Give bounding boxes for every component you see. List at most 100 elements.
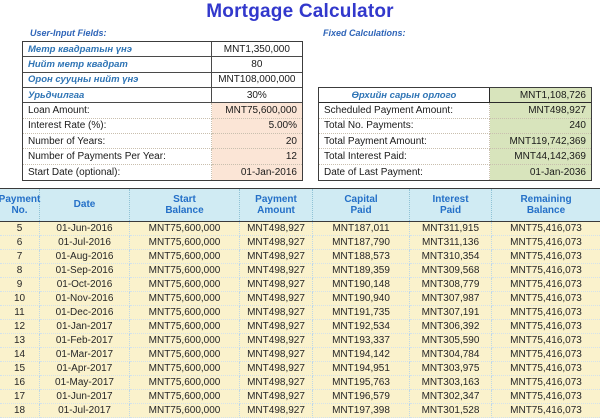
schedule-row: 17 01-Jun-2017 MNT75,600,000 MNT498,927 MNT1…	[0, 390, 600, 404]
input-value-cell[interactable]: 30%	[211, 88, 302, 104]
schedule-cell: MNT75,416,073	[492, 264, 600, 278]
schedule-row: 10 01-Nov-2016 MNT75,600,000 MNT498,927 MNT1…	[0, 292, 600, 306]
schedule-cell: MNT307,191	[410, 306, 492, 320]
schedule-cell: 11	[0, 306, 40, 320]
schedule-header-line: No.	[11, 205, 28, 216]
calculation-result-label: Total Payment Amount:	[319, 133, 490, 150]
schedule-cell: MNT75,600,000	[130, 222, 240, 236]
loan-parameter-value-cell[interactable]: MNT75,600,000	[211, 103, 302, 119]
schedule-cell: MNT193,337	[313, 334, 410, 348]
input-value-cell[interactable]: MNT1,350,000	[211, 42, 302, 58]
schedule-row: 11 01-Dec-2016 MNT75,600,000 MNT498,927 MNT1…	[0, 306, 600, 320]
schedule-column-header: Payment No.	[0, 189, 40, 221]
schedule-cell: 12	[0, 320, 40, 334]
calculation-result-label: Scheduled Payment Amount:	[319, 103, 490, 119]
loan-parameter-row: Number of Payments Per Year: 12	[23, 149, 302, 165]
page-title: Mortgage Calculator	[206, 1, 394, 22]
schedule-header-line: Amount	[257, 205, 295, 216]
schedule-cell: MNT75,416,073	[492, 250, 600, 264]
schedule-column-header: Capital Paid	[313, 189, 410, 221]
schedule-header-line: Interest	[432, 193, 469, 205]
payment-schedule-table: Payment No. Date Start Balance Payment Amount C…	[0, 188, 600, 418]
schedule-cell: MNT75,416,073	[492, 334, 600, 348]
schedule-cell: 01-Jun-2017	[40, 390, 130, 404]
input-value-cell[interactable]: MNT108,000,000	[211, 73, 302, 88]
calculation-result-row: Scheduled Payment Amount: MNT498,927	[319, 103, 591, 119]
loan-parameter-value-cell[interactable]: 20	[211, 133, 302, 150]
schedule-cell: MNT75,600,000	[130, 348, 240, 362]
schedule-cell: 01-May-2017	[40, 376, 130, 390]
schedule-cell: MNT301,528	[410, 404, 492, 418]
schedule-cell: MNT75,600,000	[130, 390, 240, 404]
schedule-cell: MNT75,600,000	[130, 334, 240, 348]
loan-parameter-row: Start Date (optional): 01-Jan-2016	[23, 164, 302, 180]
schedule-cell: 18	[0, 404, 40, 418]
schedule-cell: 10	[0, 292, 40, 306]
calculation-result-row: Date of Last Payment: 01-Jan-2036	[319, 164, 591, 180]
schedule-cell: MNT75,416,073	[492, 222, 600, 236]
schedule-cell: 01-Jun-2016	[40, 222, 130, 236]
input-label: Урьдчилгаа	[23, 87, 212, 104]
schedule-cell: MNT311,915	[410, 222, 492, 236]
calculation-result-row: Total Payment Amount: MNT119,742,369	[319, 133, 591, 150]
schedule-cell: MNT192,534	[313, 320, 410, 334]
loan-parameter-value-cell[interactable]: 12	[211, 149, 302, 165]
schedule-cell: MNT303,975	[410, 362, 492, 376]
schedule-cell: MNT498,927	[240, 362, 313, 376]
schedule-cell: MNT189,359	[313, 264, 410, 278]
schedule-cell: 14	[0, 348, 40, 362]
schedule-cell: MNT75,600,000	[130, 264, 240, 278]
schedule-row: 16 01-May-2017 MNT75,600,000 MNT498,927 MNT1…	[0, 376, 600, 390]
schedule-cell: MNT75,416,073	[492, 390, 600, 404]
calculation-result-value-cell: MNT44,142,369	[489, 149, 591, 165]
schedule-header-line: Capital	[344, 193, 378, 205]
schedule-row: 13 01-Feb-2017 MNT75,600,000 MNT498,927 MNT1…	[0, 334, 600, 348]
schedule-cell: MNT305,590	[410, 334, 492, 348]
schedule-cell: 01-Jul-2016	[40, 236, 130, 250]
schedule-cell: MNT196,579	[313, 390, 410, 404]
schedule-cell: 8	[0, 264, 40, 278]
schedule-cell: MNT498,927	[240, 376, 313, 390]
schedule-cell: MNT75,600,000	[130, 250, 240, 264]
schedule-cell: MNT498,927	[240, 390, 313, 404]
calculation-result-value-cell: MNT119,742,369	[489, 133, 591, 150]
schedule-cell: MNT306,392	[410, 320, 492, 334]
loan-parameter-label: Number of Payments Per Year:	[23, 149, 212, 165]
schedule-cell: MNT75,416,073	[492, 362, 600, 376]
schedule-cell: 01-Apr-2017	[40, 362, 130, 376]
schedule-cell: MNT75,600,000	[130, 292, 240, 306]
schedule-cell: 5	[0, 222, 40, 236]
schedule-cell: 01-Jul-2017	[40, 404, 130, 418]
schedule-cell: MNT75,416,073	[492, 306, 600, 320]
schedule-column-header: Date	[40, 189, 130, 221]
user-input-table: Метр квадратын үнэ MNT1,350,000 Нийт метр …	[22, 41, 303, 181]
input-value-cell[interactable]: 80	[211, 57, 302, 73]
calculation-result-value-cell: MNT498,927	[489, 103, 591, 119]
loan-parameter-row: Number of Years: 20	[23, 133, 302, 150]
loan-parameter-value-cell[interactable]: 5.00%	[211, 118, 302, 134]
schedule-column-header: Start Balance	[130, 189, 240, 221]
fixed-calculations-table: Өрхийн сарын орлого MNT1,108,726 Scheduled…	[318, 87, 592, 181]
loan-parameter-label: Loan Amount:	[23, 103, 212, 119]
schedule-cell: MNT194,951	[313, 362, 410, 376]
schedule-cell: 01-Feb-2017	[40, 334, 130, 348]
schedule-cell: MNT195,763	[313, 376, 410, 390]
loan-parameter-label: Start Date (optional):	[23, 164, 212, 180]
calculation-result-label: Total No. Payments:	[319, 118, 490, 134]
schedule-cell: 7	[0, 250, 40, 264]
calculation-result-row: Total No. Payments: 240	[319, 118, 591, 134]
schedule-cell: MNT191,735	[313, 306, 410, 320]
calculation-result-label: Total Interest Paid:	[319, 149, 490, 165]
schedule-header-line: Start	[173, 193, 196, 205]
monthly-income-row: Өрхийн сарын орлого MNT1,108,726	[319, 88, 591, 104]
schedule-cell: MNT75,600,000	[130, 236, 240, 250]
schedule-cell: 15	[0, 362, 40, 376]
user-input-row: Метр квадратын үнэ MNT1,350,000	[23, 42, 302, 58]
schedule-column-header: Payment Amount	[240, 189, 313, 221]
calculation-result-value-cell: 01-Jan-2036	[489, 164, 591, 180]
calculation-result-label: Date of Last Payment:	[319, 164, 490, 180]
schedule-cell: MNT498,927	[240, 306, 313, 320]
schedule-cell: MNT75,600,000	[130, 320, 240, 334]
loan-parameter-value-cell[interactable]: 01-Jan-2016	[211, 164, 302, 180]
schedule-row: 18 01-Jul-2017 MNT75,600,000 MNT498,927 MNT1…	[0, 404, 600, 418]
